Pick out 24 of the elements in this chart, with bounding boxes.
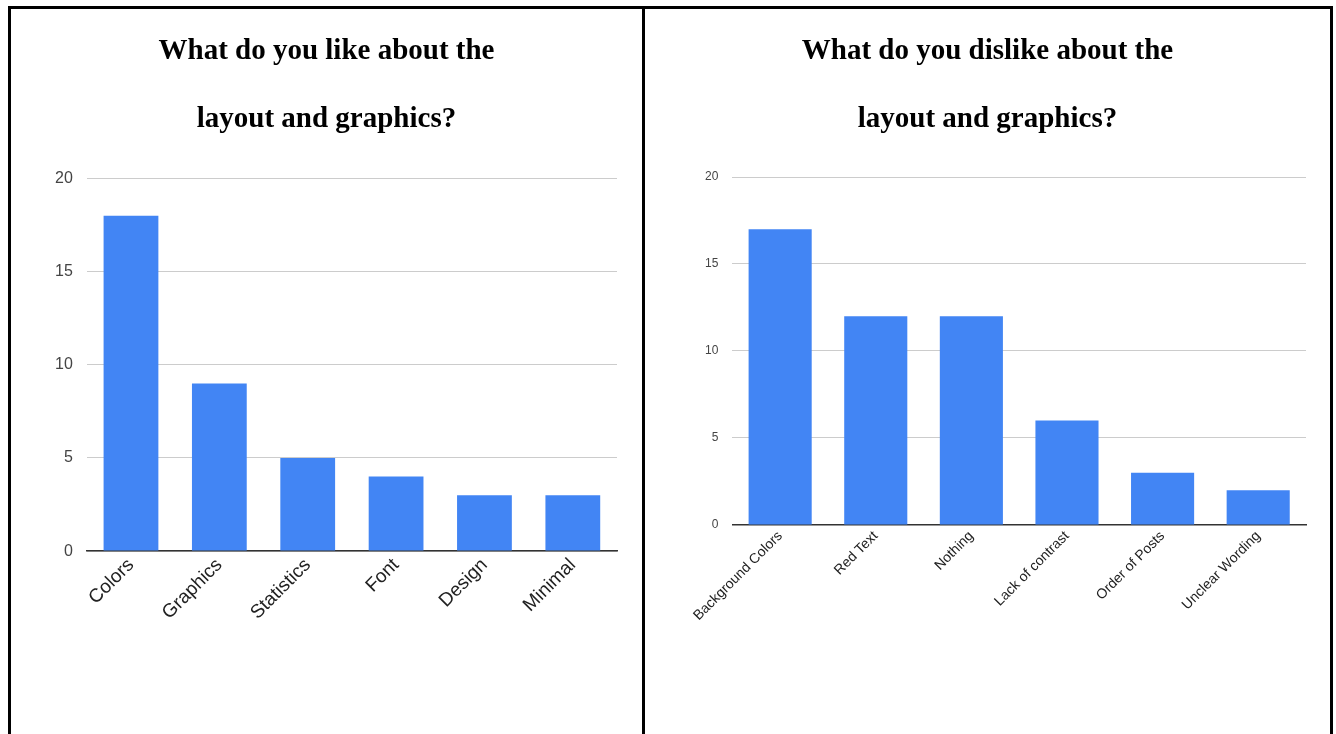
bar [457, 495, 512, 551]
bar [1035, 420, 1099, 525]
y-tick-label: 5 [63, 448, 73, 466]
bar [1131, 472, 1195, 525]
y-tick-label: 20 [704, 169, 719, 184]
y-tick-label: 0 [63, 541, 73, 559]
bar [1226, 490, 1290, 525]
bar [103, 215, 159, 551]
bar [368, 476, 424, 551]
y-tick-label: 10 [55, 355, 73, 373]
y-tick-label: 20 [55, 169, 73, 187]
bar [939, 316, 1003, 525]
chart-title: What do you like about the layout and graphics? [158, 33, 495, 133]
bar [545, 495, 601, 551]
y-tick-label: 15 [55, 262, 73, 280]
bar [280, 457, 336, 551]
bar [191, 383, 247, 551]
y-tick-label: 5 [711, 430, 719, 445]
y-tick-label: 15 [704, 256, 719, 271]
y-tick-label: 10 [704, 343, 719, 358]
chart-title: What do you dislike about the layout and graphics? [801, 33, 1174, 133]
bar [748, 229, 812, 525]
y-tick-label: 0 [711, 517, 719, 532]
bar [844, 316, 908, 525]
